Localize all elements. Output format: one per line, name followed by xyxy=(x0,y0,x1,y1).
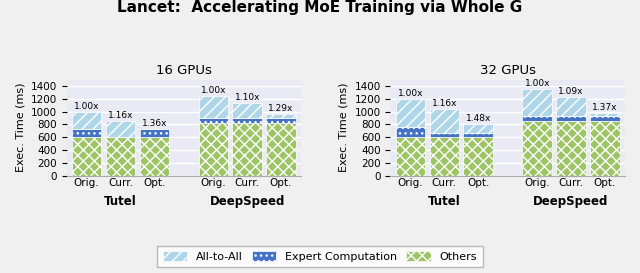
Bar xyxy=(463,124,493,133)
Legend: All-to-All, Expert Computation, Others: All-to-All, Expert Computation, Others xyxy=(157,245,483,268)
Bar xyxy=(463,137,493,176)
Text: 1.09x: 1.09x xyxy=(558,87,584,96)
Text: 1.00x: 1.00x xyxy=(74,102,99,111)
Bar xyxy=(463,133,493,137)
Text: 1.37x: 1.37x xyxy=(592,103,618,112)
Bar xyxy=(396,127,425,137)
Bar xyxy=(232,118,262,123)
Bar xyxy=(140,137,169,176)
Text: Tutel: Tutel xyxy=(428,195,461,208)
Bar xyxy=(556,97,586,115)
Y-axis label: Exec. Time (ms): Exec. Time (ms) xyxy=(15,83,25,173)
Text: 1.00x: 1.00x xyxy=(397,89,423,98)
Text: 1.00x: 1.00x xyxy=(200,86,226,95)
Bar xyxy=(198,96,228,118)
Bar xyxy=(140,129,169,137)
Bar xyxy=(266,118,296,123)
Bar xyxy=(266,123,296,176)
Bar xyxy=(396,137,425,176)
Text: Lancet:  Accelerating MoE Training via Whole G: Lancet: Accelerating MoE Training via Wh… xyxy=(117,0,523,15)
Bar xyxy=(232,123,262,176)
Text: 1.10x: 1.10x xyxy=(234,93,260,102)
Bar xyxy=(522,121,552,176)
Y-axis label: Exec. Time (ms): Exec. Time (ms) xyxy=(339,83,349,173)
Bar xyxy=(556,121,586,176)
Bar xyxy=(522,115,552,121)
Bar xyxy=(429,137,459,176)
Text: 1.16x: 1.16x xyxy=(108,111,133,120)
Bar xyxy=(198,118,228,123)
Bar xyxy=(590,113,620,115)
Bar xyxy=(198,123,228,176)
Bar xyxy=(72,137,101,176)
Title: 32 GPUs: 32 GPUs xyxy=(479,64,536,77)
Bar xyxy=(429,133,459,137)
Bar xyxy=(72,129,101,137)
Text: DeepSpeed: DeepSpeed xyxy=(209,195,285,208)
Bar xyxy=(232,103,262,118)
Text: Tutel: Tutel xyxy=(104,195,137,208)
Title: 16 GPUs: 16 GPUs xyxy=(156,64,212,77)
Bar xyxy=(106,121,135,137)
Bar xyxy=(590,121,620,176)
Bar xyxy=(396,99,425,127)
Bar xyxy=(556,115,586,121)
Bar xyxy=(106,137,135,176)
Text: 1.00x: 1.00x xyxy=(524,79,550,88)
Text: 1.29x: 1.29x xyxy=(268,104,294,113)
Bar xyxy=(429,109,459,133)
Text: 1.36x: 1.36x xyxy=(141,119,167,128)
Text: 1.16x: 1.16x xyxy=(431,99,457,108)
Bar xyxy=(72,112,101,129)
Text: DeepSpeed: DeepSpeed xyxy=(533,195,609,208)
Bar xyxy=(590,115,620,121)
Text: 1.48x: 1.48x xyxy=(465,114,491,123)
Bar xyxy=(266,114,296,118)
Bar xyxy=(522,89,552,115)
